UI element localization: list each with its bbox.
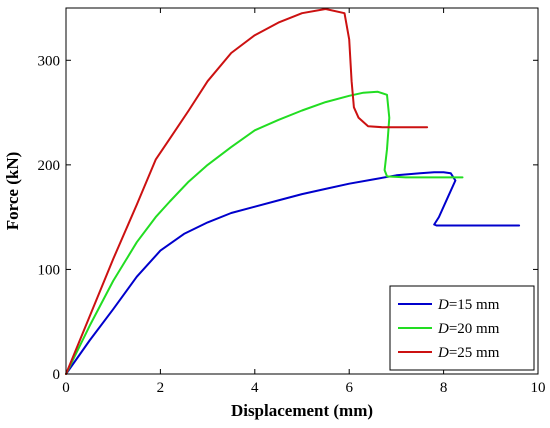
series-layer xyxy=(65,8,521,375)
series-line-3 xyxy=(65,8,429,375)
legend-label-prefix: D xyxy=(437,321,449,337)
legend-label-prefix: D xyxy=(437,297,449,313)
legend-label-3: D=25 mm xyxy=(437,345,500,361)
x-tick-label: 0 xyxy=(62,380,70,396)
legend-label-1: D=15 mm xyxy=(437,297,500,313)
x-tick-label: 6 xyxy=(345,380,353,396)
y-tick-label: 0 xyxy=(53,367,61,383)
legend-label-suffix: =15 mm xyxy=(449,297,500,313)
x-tick-label: 10 xyxy=(531,380,546,396)
y-tick-label: 100 xyxy=(38,262,61,278)
x-tick-label: 8 xyxy=(440,380,448,396)
legend-label-prefix: D xyxy=(437,345,449,361)
x-tick-label: 4 xyxy=(251,380,259,396)
legend-label-suffix: =20 mm xyxy=(449,321,500,337)
legend: D=15 mmD=20 mmD=25 mm xyxy=(389,285,535,371)
plot-frame xyxy=(65,7,539,375)
y-tick-label: 200 xyxy=(38,158,61,174)
y-tick-label: 300 xyxy=(38,53,61,69)
legend-label-2: D=20 mm xyxy=(437,321,500,337)
x-axis-label: Displacement (mm) xyxy=(231,401,373,420)
series-line-2 xyxy=(65,90,464,375)
x-tick-label: 2 xyxy=(157,380,165,396)
y-axis-label: Force (kN) xyxy=(3,152,22,231)
series-line-1 xyxy=(65,171,521,375)
legend-label-suffix: =25 mm xyxy=(449,345,500,361)
